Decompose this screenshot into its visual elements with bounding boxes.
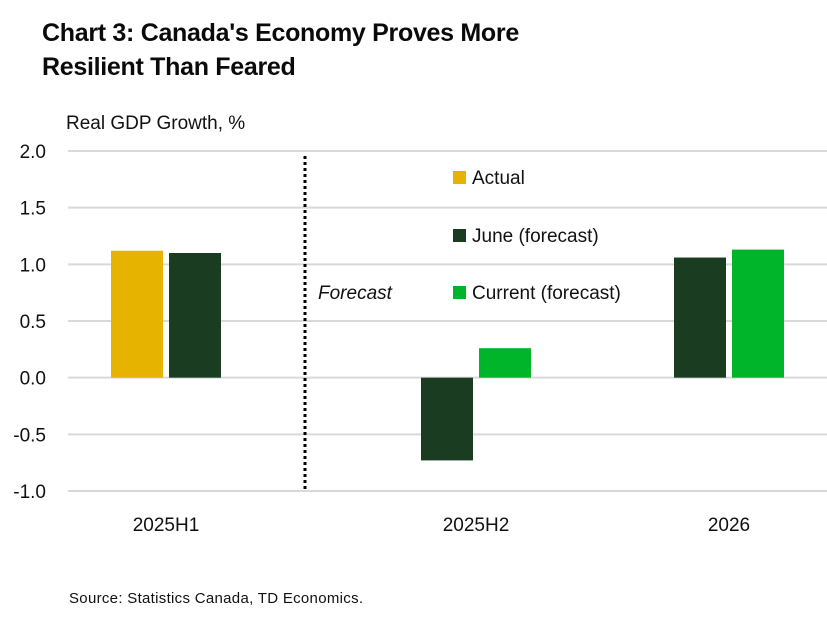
legend-swatch <box>453 229 466 242</box>
x-tick-label: 2025H2 <box>443 515 510 536</box>
y-tick-label: 1.0 <box>20 255 46 276</box>
legend-label: Current (forecast) <box>472 283 621 304</box>
y-tick-label: 2.0 <box>20 142 46 163</box>
legend: Actual June (forecast) Current (forecast) <box>453 168 621 304</box>
bars <box>111 249 784 461</box>
y-axis-label: Real GDP Growth, % <box>66 113 246 134</box>
chart-title: Chart 3: Canada's Economy Proves More Re… <box>42 16 642 84</box>
y-tick-label: -1.0 <box>13 482 46 503</box>
legend-label: June (forecast) <box>472 226 599 247</box>
x-tick-label: 2025H1 <box>133 515 200 536</box>
legend-swatch <box>453 171 466 184</box>
x-tick-label: 2026 <box>708 515 750 536</box>
y-tick-label: -0.5 <box>13 425 46 446</box>
x-tick-labels: 2025H1 2025H2 2026 <box>133 515 750 536</box>
chart-title-line-2: Resilient Than Feared <box>42 53 296 81</box>
y-tick-label: 0.5 <box>20 312 46 333</box>
legend-swatch <box>453 286 466 299</box>
chart-title-line-1: Chart 3: Canada's Economy Proves More <box>42 19 519 47</box>
legend-label: Actual <box>472 168 525 189</box>
bar-2025H2-current <box>479 348 531 378</box>
source-note: Source: Statistics Canada, TD Economics. <box>69 590 364 607</box>
y-tick-labels: 2.0 1.5 1.0 0.5 0.0 -0.5 -1.0 <box>13 142 46 503</box>
bar-2025H1-actual <box>111 250 163 378</box>
y-tick-label: 0.0 <box>20 369 46 390</box>
bar-2026-current <box>732 249 784 378</box>
y-tick-label: 1.5 <box>20 199 46 220</box>
bar-2025H1-june <box>169 253 221 378</box>
bar-2026-june <box>674 257 726 378</box>
bar-2025H2-june <box>421 377 473 461</box>
forecast-annotation: Forecast <box>318 283 393 304</box>
